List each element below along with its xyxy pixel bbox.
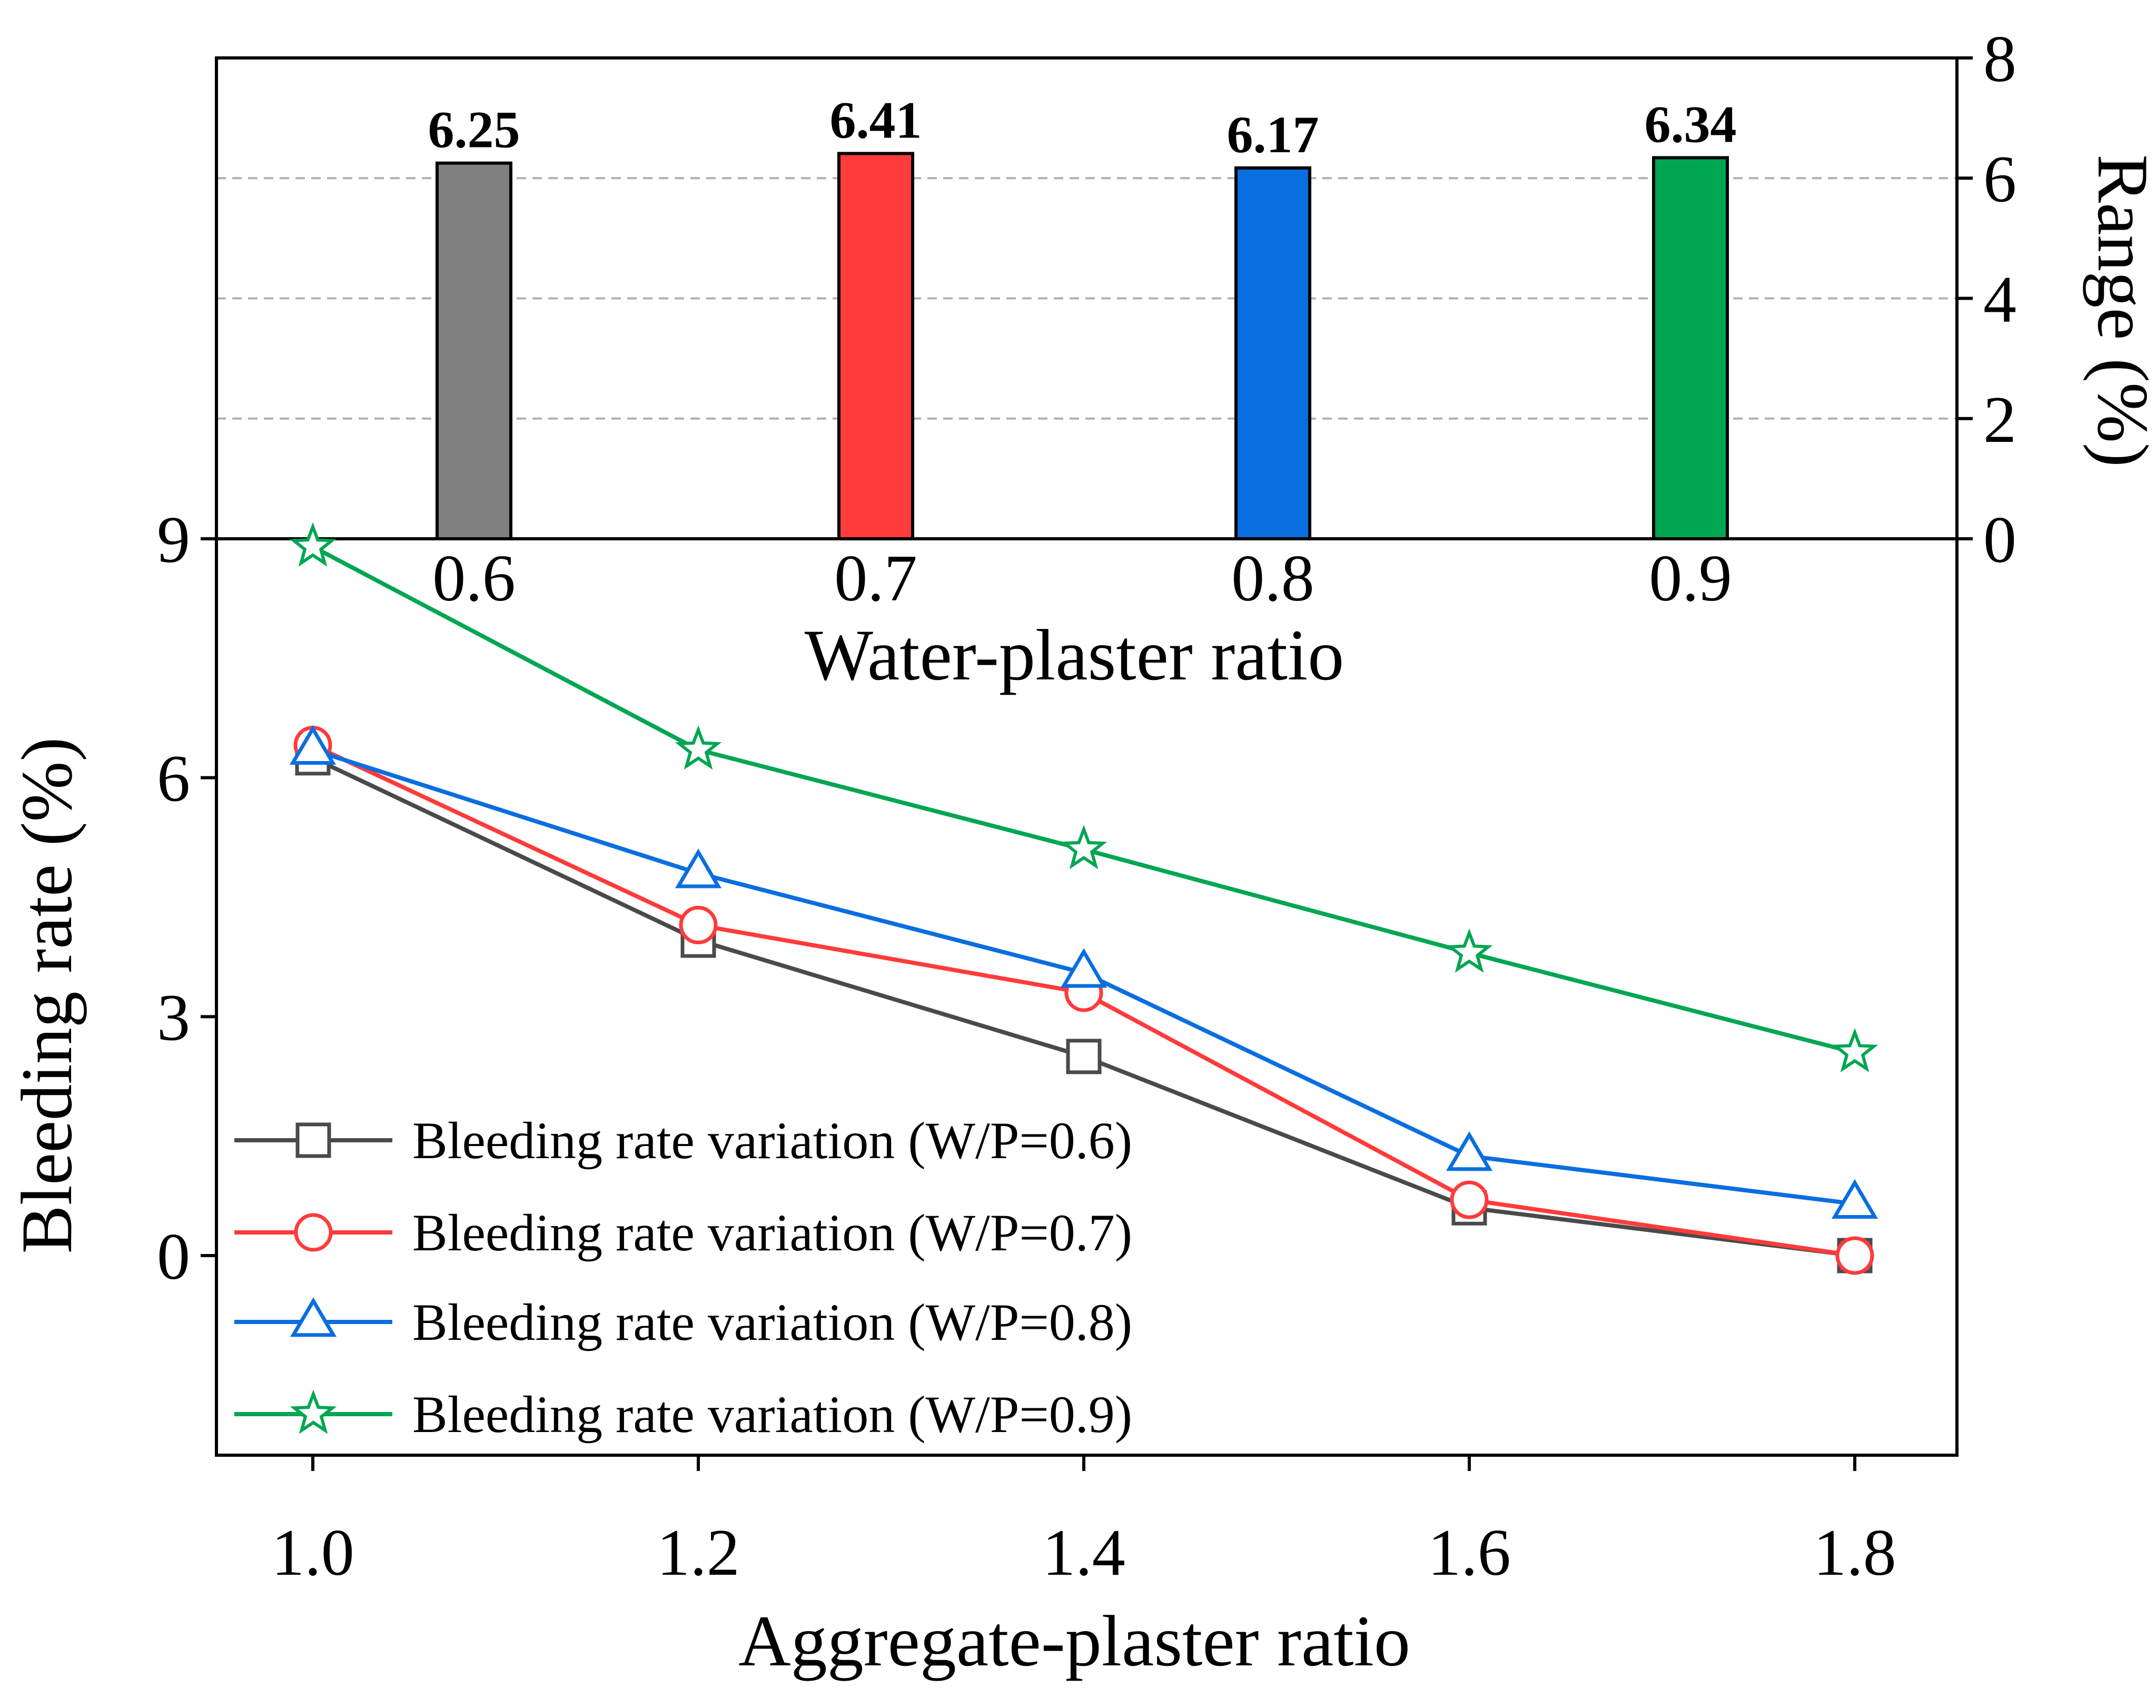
star-marker [1831,1028,1878,1073]
triangle-marker [289,725,337,765]
legend-label: Bleeding rate variation (W/P=0.7) [412,1203,1132,1262]
bottom-y-ticks: 0 3 6 9 [157,503,216,1294]
bottom-x-axis-title: Aggregate-plaster ratio [738,1601,1410,1681]
triangle-marker [1060,948,1107,988]
legend-label: Bleeding rate variation (W/P=0.6) [412,1111,1132,1170]
bottom-x-ticks: 1.0 1.2 1.4 1.6 1.8 [271,1455,1896,1589]
bar-value-label: 6.41 [830,91,922,149]
star-marker [1060,825,1107,870]
top-x-tick-label: 0.9 [1649,542,1732,615]
bottom-x-tick-label: 1.6 [1428,1516,1511,1589]
bottom-x-tick-label: 1.8 [1813,1516,1896,1589]
star-marker [290,1389,337,1434]
bottom-series-lines [289,522,1878,1275]
bar-0.8 [1234,166,1311,540]
legend: Bleeding rate variation (W/P=0.6) Bleedin… [234,1111,1132,1444]
bottom-y-tick-label: 6 [157,743,190,816]
bottom-y-tick-label: 3 [157,981,190,1054]
top-x-tick-label: 0.7 [834,542,917,615]
bottom-y-tick-label: 0 [157,1220,190,1294]
circle-marker [679,905,718,944]
bottom-y-tick-label: 9 [157,503,190,577]
bottom-plot-frame [215,537,1959,1457]
top-y-tick-label: 2 [1983,383,2016,457]
bottom-x-tick-label: 1.2 [657,1516,740,1589]
legend-entry-1: Bleeding rate variation (W/P=0.6) [234,1111,1132,1170]
legend-label: Bleeding rate variation (W/P=0.9) [412,1385,1132,1444]
bar-value-label: 6.34 [1645,95,1737,153]
triangle-marker [1831,1179,1878,1219]
bottom-panel: 0 3 6 9 1.0 1.2 1.4 1.6 1.8 Aggregate-plaster r… [6,503,1959,1681]
bottom-x-tick-label: 1.4 [1042,1516,1125,1589]
triangle-marker [290,1297,337,1337]
bar-0.9 [1652,156,1729,540]
circle-marker [1835,1236,1874,1275]
star-marker [1446,928,1493,973]
square-marker [1066,1039,1102,1074]
bottom-x-tick-label: 1.0 [271,1516,354,1589]
bar-0.7 [837,152,914,540]
top-y-axis-title: Range (%) [2083,154,2156,467]
star-marker [289,522,337,567]
top-x-ticks: 0.6 0.7 0.8 0.9 [432,542,1732,615]
series-4 [289,522,1878,1073]
top-x-tick-label: 0.6 [432,542,516,615]
top-y-tick-label: 6 [1983,143,2016,216]
triangle-marker [675,848,722,888]
star-marker [675,725,722,770]
triangle-marker [1446,1131,1493,1171]
legend-entry-3: Bleeding rate variation (W/P=0.8) [234,1293,1132,1351]
top-x-axis-title: Water-plaster ratio [805,615,1344,695]
square-marker [295,1122,331,1158]
top-x-tick-label: 0.8 [1231,542,1314,615]
top-y-tick-label: 0 [1983,503,2016,577]
top-y-tick-label: 8 [1983,23,2016,96]
series-2 [293,726,1874,1275]
bar-value-label: 6.25 [428,101,520,159]
legend-label: Bleeding rate variation (W/P=0.8) [412,1293,1132,1351]
legend-entry-4: Bleeding rate variation (W/P=0.9) [234,1385,1132,1444]
top-bars [436,152,1729,540]
circle-marker [294,1213,333,1252]
series-3 [289,725,1878,1219]
legend-entry-2: Bleeding rate variation (W/P=0.7) [234,1203,1132,1262]
top-y-ticks: 0 2 4 6 8 [1957,23,2016,577]
bar-value-label: 6.17 [1227,105,1319,164]
top-y-tick-label: 4 [1983,263,2016,337]
circle-marker [1450,1180,1489,1219]
bar-0.6 [436,161,512,540]
bottom-y-axis-title: Bleeding rate (%) [6,737,87,1254]
top-panel: 6.25 6.41 6.17 6.34 0 2 4 6 8 0.6 0.7 0.8 0.9 Wate… [215,23,2156,695]
top-bar-labels: 6.25 6.41 6.17 6.34 [428,91,1737,163]
